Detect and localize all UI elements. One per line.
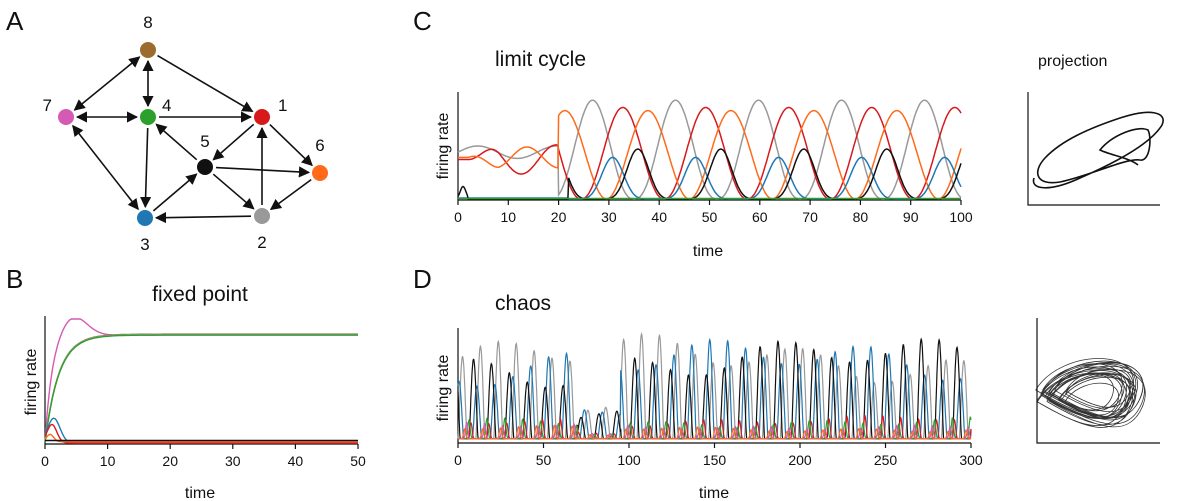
panel-c-series-2 <box>457 99 962 200</box>
panel-b-series-6 <box>44 433 358 443</box>
panel-c-plot: 0 10 20 30 40 50 60 70 80 90 100 <box>454 92 973 225</box>
edge-2-3 <box>154 212 252 224</box>
node-2 <box>254 208 270 224</box>
panel-b-series-8 <box>44 333 358 443</box>
panel-b-xlabel: time <box>185 485 215 501</box>
node-6 <box>312 165 328 181</box>
panel-c-ylabel: firing rate <box>435 113 452 180</box>
edge-8-7 <box>73 56 141 111</box>
edge-7-3 <box>72 124 139 211</box>
panel-b-ylabel: firing rate <box>23 349 40 416</box>
panel-letter-a: A <box>6 6 24 36</box>
panel-c-xtick-label-70: 70 <box>802 209 818 225</box>
edge-5-4 <box>155 123 198 161</box>
node-1 <box>254 109 270 125</box>
panel-c-xtick-label-100: 100 <box>949 209 973 225</box>
panel-c-xtick-label-10: 10 <box>501 209 517 225</box>
panel-c-series-1 <box>458 106 962 200</box>
panel-c-title: limit cycle <box>495 48 586 71</box>
panel-b-series-4 <box>44 334 358 444</box>
panel-b-xtick-label-10: 10 <box>100 453 116 469</box>
panel-d-projection-attractor <box>1035 358 1146 428</box>
edge-1-5 <box>212 123 255 161</box>
network-diagram: 1 2 3 4 5 6 7 8 <box>43 13 328 254</box>
panel-letter-c: C <box>413 6 432 36</box>
panel-c-xlabel: time <box>693 243 723 260</box>
panel-b-title: fixed point <box>152 283 248 306</box>
panel-b-xtick-label-30: 30 <box>225 453 241 469</box>
panel-b-xtick-label-50: 50 <box>350 453 366 469</box>
edge-8-1 <box>157 54 254 113</box>
node-label-6: 6 <box>315 136 324 155</box>
panel-d-xtick-label-250: 250 <box>874 452 898 468</box>
panel-b-xtick-label-0: 0 <box>41 453 49 469</box>
panel-b-xtick-label-20: 20 <box>162 453 178 469</box>
panel-d-xtick-label-50: 50 <box>536 452 552 468</box>
panel-d-ylabel: firing rate <box>435 355 452 422</box>
panel-c-xtick-label-60: 60 <box>752 209 768 225</box>
panel-c-projection-title: projection <box>1038 53 1107 70</box>
panel-d-xtick-label-0: 0 <box>454 452 462 468</box>
panel-d-xtick-label-300: 300 <box>959 452 983 468</box>
panel-d-series-6 <box>458 424 971 440</box>
node-label-3: 3 <box>140 235 149 254</box>
panel-d-plot: 0 50 100 150 200 250 300 <box>454 328 983 468</box>
panel-c-xtick-label-0: 0 <box>454 209 462 225</box>
node-7 <box>58 109 74 125</box>
node-4 <box>140 109 156 125</box>
node-label-4: 4 <box>162 96 171 115</box>
panel-d-series-2 <box>457 331 971 440</box>
panel-d-xtick-label-100: 100 <box>617 452 641 468</box>
panel-b-xtick-label-40: 40 <box>288 453 304 469</box>
edge-1-6 <box>269 124 313 167</box>
panel-b-series-2 <box>44 333 358 443</box>
panel-b-series-3 <box>44 417 358 444</box>
panel-b-series-1 <box>44 423 358 444</box>
panel-d-xtick-label-200: 200 <box>788 452 812 468</box>
panel-letter-d: D <box>413 264 432 294</box>
node-label-8: 8 <box>143 13 152 32</box>
panel-d-projection <box>1035 318 1160 444</box>
panel-c-projection-trajectory <box>1032 111 1164 189</box>
panel-d-xtick-label-150: 150 <box>703 452 727 468</box>
node-label-2: 2 <box>257 233 266 252</box>
panel-c-xtick-label-30: 30 <box>601 209 617 225</box>
panel-b-plot: 0 10 20 30 40 50 <box>41 316 366 469</box>
edge-6-2 <box>269 178 312 211</box>
panel-c-projection <box>1027 92 1164 206</box>
panel-letter-b: B <box>6 264 23 294</box>
panel-c-projection-axes <box>1027 92 1160 206</box>
panel-d-projection-axes <box>1036 318 1160 444</box>
panel-c-xtick-label-50: 50 <box>702 209 718 225</box>
panel-c-xtick-label-90: 90 <box>903 209 919 225</box>
node-label-1: 1 <box>278 96 287 115</box>
panel-c-series-6 <box>458 109 962 200</box>
panel-c-xtick-label-40: 40 <box>651 209 667 225</box>
panel-d-title: chaos <box>495 292 551 315</box>
panel-d-xlabel: time <box>699 485 729 501</box>
edge-3-5 <box>152 173 198 212</box>
edge-4-3 <box>140 127 152 209</box>
panel-c-series-3 <box>458 156 962 200</box>
node-8 <box>140 42 156 58</box>
panel-c-xtick-label-20: 20 <box>551 209 567 225</box>
edge-5-2 <box>212 173 255 210</box>
node-label-7: 7 <box>43 96 52 115</box>
node-3 <box>137 210 153 226</box>
panel-c-xtick-label-80: 80 <box>853 209 869 225</box>
node-label-5: 5 <box>200 132 209 151</box>
node-5 <box>197 159 213 175</box>
